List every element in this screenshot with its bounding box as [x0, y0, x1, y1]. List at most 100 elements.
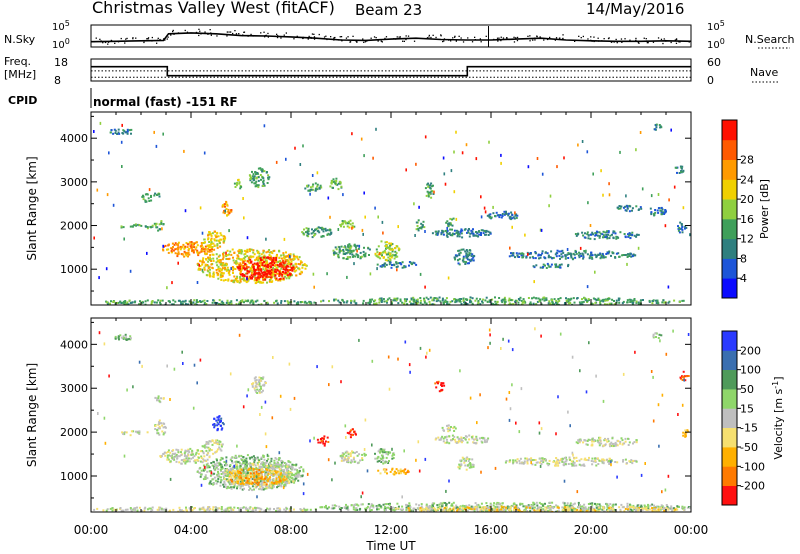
velocity-echo-region: [679, 370, 690, 382]
velocity-scatter-point: [264, 400, 267, 404]
power-echo-region: [153, 220, 165, 232]
noise-ytick-right-bottom: 100: [707, 37, 725, 51]
freq-ytick-right-bottom: 0: [707, 74, 714, 87]
power-scatter-point: [664, 224, 667, 228]
power-scatter-point: [361, 228, 364, 232]
noise-search-point: [603, 38, 605, 40]
noise-search-point: [339, 36, 341, 38]
power-scatter-point: [500, 161, 502, 165]
noise-search-point: [615, 38, 617, 41]
noise-search-point: [670, 41, 672, 44]
power-scatter-point: [483, 206, 486, 210]
velocity-scatter-point: [661, 490, 663, 494]
velocity-colorbar-tick-label: 15: [740, 402, 754, 415]
power-scatter-point: [563, 156, 565, 160]
noise-search-point: [195, 31, 198, 34]
power-scatter-point: [450, 169, 453, 173]
noise-search-point: [377, 40, 379, 42]
noise-search-point: [380, 40, 382, 42]
power-scatter-point: [511, 225, 513, 229]
noise-search-point: [496, 37, 499, 39]
power-echo-region: [453, 248, 476, 266]
velocity-ylabel: Slant Range [km]: [25, 363, 39, 467]
power-colorbar-cell: [722, 179, 737, 200]
noise-search-point: [405, 38, 407, 41]
noise-search-point: [276, 36, 279, 39]
power-ytick-label: 3000: [60, 176, 88, 189]
noise-search-point: [467, 37, 469, 39]
velocity-scatter-point: [344, 424, 347, 428]
noise-search-point: [198, 34, 200, 37]
noise-search-point: [267, 32, 269, 35]
noise-search-point: [534, 39, 536, 41]
velocity-echo-region: [434, 380, 446, 393]
power-scatter-point: [594, 270, 596, 274]
noise-search-point: [340, 39, 343, 41]
noise-search-point: [452, 37, 454, 39]
power-scatter-point: [442, 156, 445, 160]
noise-search-point: [345, 37, 348, 39]
power-scatter-point: [105, 267, 108, 271]
power-scatter-point: [536, 157, 539, 160]
power-scatter-point: [166, 286, 168, 290]
noise-search-point: [250, 33, 252, 36]
noise-search-point: [264, 36, 266, 38]
velocity-scatter-point: [479, 393, 481, 397]
noise-search-point: [443, 40, 445, 42]
velocity-colorbar-cell: [722, 369, 737, 390]
power-scatter-point: [327, 196, 330, 200]
power-scatter-point: [171, 281, 173, 285]
power-scatter-point: [299, 163, 302, 166]
power-scatter-point: [509, 246, 511, 250]
velocity-scatter-point: [569, 424, 571, 428]
power-scatter-point: [608, 182, 610, 186]
noise-search-point: [527, 35, 529, 37]
time-tick-label: 00:00: [74, 523, 109, 537]
noise-search-point: [435, 36, 437, 39]
velocity-scatter-point: [652, 375, 654, 379]
noise-search-point: [513, 36, 515, 38]
velocity-echo-region: [652, 332, 663, 339]
power-scatter-point: [313, 285, 315, 289]
power-scatter-point: [670, 128, 672, 132]
velocity-colorbar-tick-label: 200: [740, 344, 761, 357]
power-scatter-point: [376, 267, 378, 271]
noise-search-point: [228, 31, 230, 33]
power-scatter-point: [129, 269, 132, 273]
noise-search-point: [660, 38, 663, 40]
velocity-scatter-point: [182, 362, 184, 365]
noise-search-point: [395, 38, 397, 40]
power-scatter-point: [98, 276, 100, 280]
noise-search-point: [230, 31, 232, 33]
velocity-scatter-point: [426, 351, 428, 355]
noise-search-point: [238, 33, 240, 35]
power-scatter-point: [475, 157, 478, 161]
power-scatter-point: [455, 217, 458, 221]
velocity-scatter-point: [640, 473, 643, 477]
velocity-scatter-point: [256, 495, 258, 499]
noise-search-point: [334, 36, 336, 39]
power-scatter-point: [625, 194, 627, 198]
velocity-scatter-point: [331, 478, 333, 482]
velocity-scatter-point: [661, 393, 664, 397]
velocity-scatter-point: [511, 348, 514, 352]
noise-search-point: [349, 41, 351, 43]
power-scatter-point: [641, 187, 644, 191]
noise-search-point: [135, 37, 137, 39]
noise-search-point: [232, 32, 234, 35]
noise-search-point: [688, 41, 690, 43]
velocity-scatter-point: [476, 421, 478, 425]
power-colorbar-tick-label: 12: [740, 233, 754, 246]
power-scatter-point: [106, 193, 109, 197]
power-scatter-point: [619, 150, 621, 154]
noise-search-point: [157, 39, 159, 41]
power-scatter-point: [397, 225, 399, 229]
velocity-scatter-point: [622, 372, 625, 376]
velocity-scatter-point: [328, 383, 330, 387]
velocity-scatter-point: [193, 363, 196, 367]
velocity-scatter-point: [508, 391, 511, 394]
velocity-scatter-point: [409, 370, 411, 374]
power-scatter-point: [108, 151, 110, 155]
power-colorbar-cell: [722, 199, 737, 220]
power-scatter-point: [198, 263, 200, 267]
